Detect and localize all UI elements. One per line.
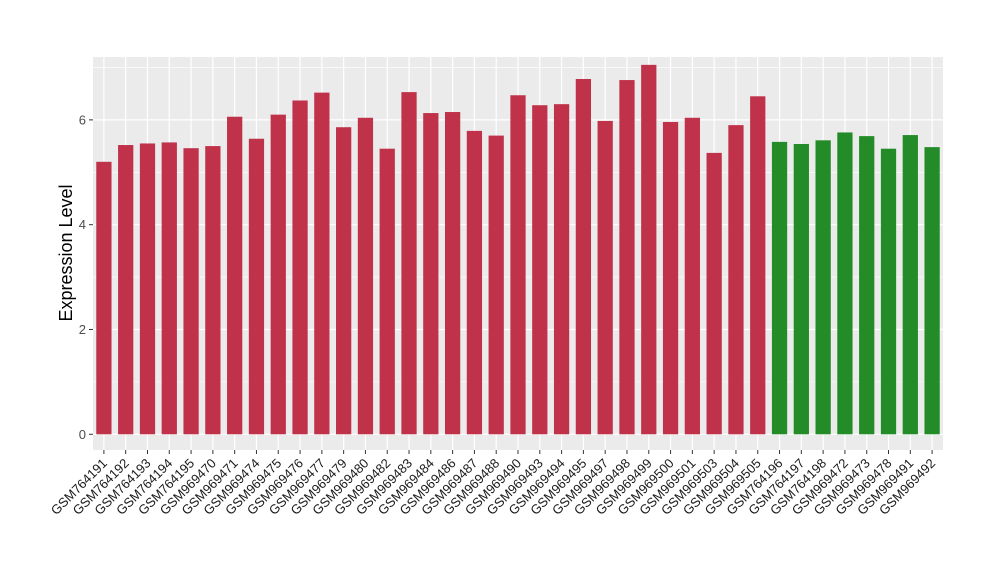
bar <box>575 79 592 435</box>
bar <box>357 117 374 435</box>
bar <box>553 104 570 435</box>
bar <box>118 145 134 435</box>
bar <box>684 117 700 435</box>
bar <box>96 161 112 435</box>
bar <box>924 147 940 435</box>
bar <box>401 92 417 435</box>
bar <box>880 148 897 435</box>
bar <box>423 113 439 435</box>
bar <box>336 127 352 435</box>
y-axis: 0 2 4 6 <box>79 112 93 442</box>
y-axis-title: Expression Level <box>56 184 76 321</box>
bar <box>859 136 875 435</box>
bar <box>532 105 548 435</box>
bar <box>227 116 243 435</box>
bars <box>96 64 940 435</box>
bar <box>750 96 766 435</box>
bar <box>466 130 483 435</box>
bar <box>706 152 722 435</box>
y-tick-label: 2 <box>79 322 86 337</box>
bar <box>270 114 286 435</box>
bar <box>205 146 221 435</box>
bar <box>793 143 809 435</box>
bar <box>161 142 177 435</box>
bar <box>619 80 635 435</box>
bar <box>510 95 526 435</box>
bar <box>728 125 744 435</box>
bar <box>183 148 199 435</box>
bar <box>641 64 657 435</box>
y-tick-label: 4 <box>79 217 86 232</box>
y-tick-label: 0 <box>79 427 86 442</box>
bar <box>662 121 679 435</box>
bar <box>902 135 918 435</box>
bar <box>314 92 330 435</box>
bar <box>597 120 613 435</box>
bar <box>837 132 853 435</box>
bar <box>379 148 395 435</box>
bar <box>292 100 308 435</box>
bar <box>139 143 156 435</box>
bar <box>771 141 788 435</box>
bar <box>248 138 265 435</box>
bar <box>444 112 461 435</box>
bar <box>488 135 504 435</box>
bar <box>815 140 831 435</box>
x-axis: GSM764191GSM764192GSM764193GSM764194GSM7… <box>48 450 938 518</box>
y-tick-label: 6 <box>79 112 86 127</box>
